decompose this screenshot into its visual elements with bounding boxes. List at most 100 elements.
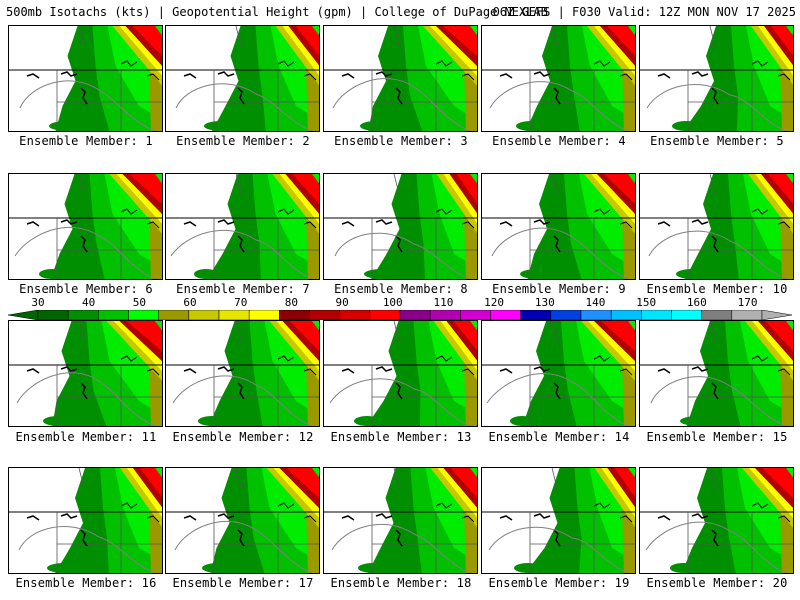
- isotach-map: [324, 174, 477, 279]
- ensemble-member-map: [481, 25, 636, 132]
- ensemble-member-map: [481, 320, 636, 427]
- isotach-map: [9, 174, 162, 279]
- colorbar-tick-label: 170: [737, 296, 758, 309]
- colorbar-swatch: [429, 310, 461, 320]
- ensemble-member-map: [8, 173, 163, 280]
- ensemble-member-label: Ensemble Member: 19: [488, 576, 630, 590]
- chart-header: 500mb Isotachs (kts) | Geopotential Heig…: [6, 3, 796, 21]
- ensemble-member-map: [481, 467, 636, 574]
- colorbar-tick-label: 110: [433, 296, 454, 309]
- colorbar-swatch: [731, 310, 763, 320]
- ensemble-member-label: Ensemble Member: 13: [330, 430, 472, 444]
- ensemble-member-label: Ensemble Member: 14: [488, 430, 630, 444]
- colorbar-swatch: [279, 310, 310, 320]
- ensemble-member-label: Ensemble Member: 2: [176, 134, 310, 148]
- ensemble-member-map: [323, 467, 478, 574]
- colorbar-swatch: [520, 310, 552, 320]
- ensemble-member-map: [165, 467, 320, 574]
- colorbar-tick-label: 140: [585, 296, 606, 309]
- colorbar-labels: 30 40 50 60 70 80 90 100 110 120 130 140 150 160 170: [8, 296, 792, 309]
- ensemble-member-label: Ensemble Member: 3: [334, 134, 468, 148]
- ensemble-member-label: Ensemble Member: 5: [650, 134, 784, 148]
- colorbar-swatch: [67, 310, 99, 320]
- colorbar-swatch: [369, 310, 401, 320]
- isotach-map: [324, 321, 477, 426]
- isotach-map: [482, 174, 635, 279]
- colorbar-swatch: [339, 310, 371, 320]
- ensemble-member-label: Ensemble Member: 20: [646, 576, 788, 590]
- colorbar-swatch: [248, 310, 280, 320]
- colorbar-swatch: [188, 310, 220, 320]
- colorbar-left-arrow: [8, 310, 39, 320]
- colorbar-tick-label: 120: [484, 296, 505, 309]
- colorbar-tick-label: 30: [31, 296, 45, 309]
- ensemble-member-map: [639, 173, 794, 280]
- colorbar-tick-label: 150: [636, 296, 657, 309]
- colorbar-tick-label: 160: [686, 296, 707, 309]
- ensemble-member-map: [8, 25, 163, 132]
- colorbar-swatch: [610, 310, 642, 320]
- colorbar-swatch: [701, 310, 733, 320]
- colorbar-tick-label: 40: [82, 296, 96, 309]
- ensemble-member-map: [323, 25, 478, 132]
- isotach-map: [640, 468, 793, 573]
- isotach-map: [9, 26, 162, 131]
- colorbar-swatch: [550, 310, 582, 320]
- isotach-map: [166, 468, 319, 573]
- ensemble-member-label: Ensemble Member: 4: [492, 134, 626, 148]
- ensemble-member-map: [8, 467, 163, 574]
- colorbar-swatch: [218, 310, 250, 320]
- colorbar-tick-label: 130: [534, 296, 555, 309]
- isotach-map: [166, 321, 319, 426]
- colorbar-swatch: [158, 310, 190, 320]
- isotach-map: [9, 468, 162, 573]
- isotach-map: [640, 321, 793, 426]
- ensemble-member-label: Ensemble Member: 6: [19, 282, 153, 296]
- colorbar-tick-label: 60: [183, 296, 197, 309]
- ensemble-member-label: Ensemble Member: 12: [172, 430, 314, 444]
- colorbar-tick-label: 70: [234, 296, 248, 309]
- colorbar-swatch: [399, 310, 431, 320]
- colorbar-tick-label: 100: [382, 296, 403, 309]
- colorbar-swatch: [641, 310, 672, 320]
- colorbar-tick-label: 80: [284, 296, 299, 309]
- ensemble-member-map: [165, 173, 320, 280]
- ensemble-member-map: [8, 320, 163, 427]
- ensemble-member-label: Ensemble Member: 17: [172, 576, 314, 590]
- colorbar: [8, 310, 792, 320]
- isotach-map: [482, 26, 635, 131]
- header-title: 500mb Isotachs (kts) | Geopotential Heig…: [6, 5, 548, 19]
- ensemble-member-map: [639, 25, 794, 132]
- isotach-map: [166, 26, 319, 131]
- colorbar-swatch: [460, 310, 491, 320]
- ensemble-member-map: [165, 25, 320, 132]
- isotach-map: [9, 321, 162, 426]
- isotach-map: [166, 174, 319, 279]
- ensemble-member-label: Ensemble Member: 10: [646, 282, 788, 296]
- ensemble-member-map: [323, 320, 478, 427]
- colorbar-tick-label: 50: [132, 296, 146, 309]
- isotach-map: [324, 26, 477, 131]
- ensemble-member-map: [639, 320, 794, 427]
- ensemble-member-label: Ensemble Member: 7: [176, 282, 310, 296]
- header-valid-time: 06Z GEFS | F030 Valid: 12Z MON NOV 17 20…: [492, 5, 796, 19]
- ensemble-member-label: Ensemble Member: 16: [15, 576, 157, 590]
- isotach-map: [482, 468, 635, 573]
- ensemble-member-label: Ensemble Member: 11: [15, 430, 157, 444]
- isotach-map: [324, 468, 477, 573]
- ensemble-member-label: Ensemble Member: 15: [646, 430, 788, 444]
- isotach-map: [482, 321, 635, 426]
- colorbar-tick-label: 90: [335, 296, 349, 309]
- colorbar-swatch: [490, 310, 521, 320]
- ensemble-member-map: [481, 173, 636, 280]
- colorbar-swatch: [37, 310, 69, 320]
- ensemble-member-map: [165, 320, 320, 427]
- colorbar-swatch: [580, 310, 612, 320]
- ensemble-member-label: Ensemble Member: 1: [19, 134, 153, 148]
- ensemble-member-map: [323, 173, 478, 280]
- isotach-map: [640, 174, 793, 279]
- ensemble-member-label: Ensemble Member: 9: [492, 282, 626, 296]
- ensemble-member-label: Ensemble Member: 8: [334, 282, 468, 296]
- colorbar-swatch: [98, 310, 129, 320]
- colorbar-swatch: [671, 310, 702, 320]
